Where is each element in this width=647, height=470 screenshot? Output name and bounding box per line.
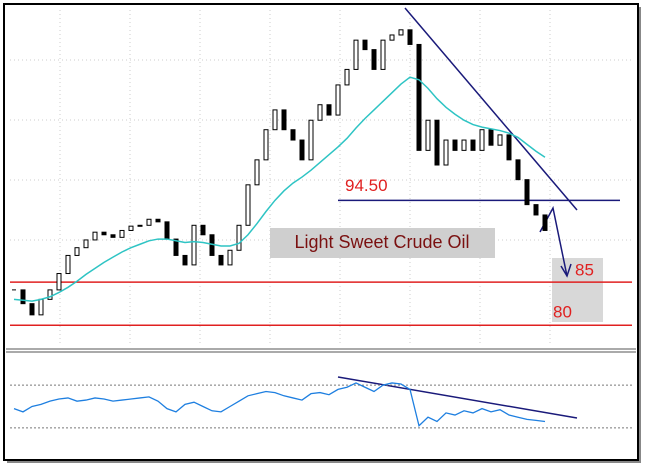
candle bbox=[200, 224, 206, 236]
candle bbox=[290, 129, 296, 141]
candle bbox=[353, 39, 359, 70]
chart-title: Light Sweet Crude Oil bbox=[294, 232, 469, 252]
candle bbox=[515, 159, 521, 181]
trend-line bbox=[404, 7, 578, 211]
candle bbox=[218, 254, 224, 266]
candle bbox=[362, 39, 368, 51]
candle bbox=[146, 218, 152, 226]
arrow-head bbox=[560, 263, 572, 278]
candle bbox=[92, 231, 98, 241]
candle bbox=[497, 134, 503, 146]
candle bbox=[227, 249, 233, 266]
candle bbox=[245, 184, 251, 226]
candle bbox=[281, 109, 287, 131]
candle bbox=[155, 218, 161, 223]
candle bbox=[65, 254, 71, 275]
target-label: 80 bbox=[553, 303, 572, 322]
resistance-label: 94.50 bbox=[345, 176, 388, 195]
candle bbox=[407, 29, 413, 45]
candle bbox=[326, 104, 332, 116]
candle bbox=[38, 298, 44, 316]
candle bbox=[461, 139, 467, 151]
candle bbox=[128, 225, 134, 231]
candle bbox=[533, 204, 539, 216]
candle bbox=[299, 139, 305, 161]
candle bbox=[335, 84, 341, 116]
candle bbox=[479, 129, 485, 151]
candle bbox=[20, 289, 26, 305]
candle bbox=[380, 39, 386, 70]
candle bbox=[137, 224, 143, 227]
candle bbox=[416, 43, 422, 151]
candle bbox=[191, 224, 197, 266]
candle bbox=[164, 221, 170, 240]
candle bbox=[506, 134, 512, 161]
candle bbox=[317, 104, 323, 121]
candle bbox=[173, 238, 179, 256]
candle bbox=[47, 289, 53, 300]
candle bbox=[470, 139, 476, 151]
moving-average bbox=[13, 76, 546, 302]
candle bbox=[398, 29, 404, 36]
candle bbox=[56, 273, 62, 291]
candle bbox=[254, 159, 260, 186]
candle bbox=[542, 214, 548, 231]
candle bbox=[74, 247, 80, 256]
candle bbox=[389, 34, 395, 41]
target-box bbox=[552, 258, 603, 322]
candle bbox=[119, 229, 125, 238]
candle bbox=[371, 49, 377, 70]
candle bbox=[488, 129, 494, 146]
candle bbox=[236, 224, 242, 251]
candle bbox=[434, 119, 440, 166]
candle bbox=[308, 119, 314, 161]
candle bbox=[272, 109, 278, 131]
candle bbox=[452, 139, 458, 151]
oscillator-line bbox=[13, 382, 546, 428]
oscillator-trend-line bbox=[337, 376, 578, 419]
candle bbox=[344, 68, 350, 86]
candle bbox=[524, 179, 530, 206]
candle bbox=[101, 231, 107, 236]
candle bbox=[110, 234, 116, 238]
title-box bbox=[270, 228, 495, 258]
candle bbox=[83, 239, 89, 249]
candle bbox=[29, 303, 35, 316]
target-label: 85 bbox=[575, 261, 594, 280]
candle bbox=[443, 139, 449, 166]
candle bbox=[425, 119, 431, 151]
candle bbox=[182, 254, 188, 266]
candle bbox=[263, 129, 269, 161]
